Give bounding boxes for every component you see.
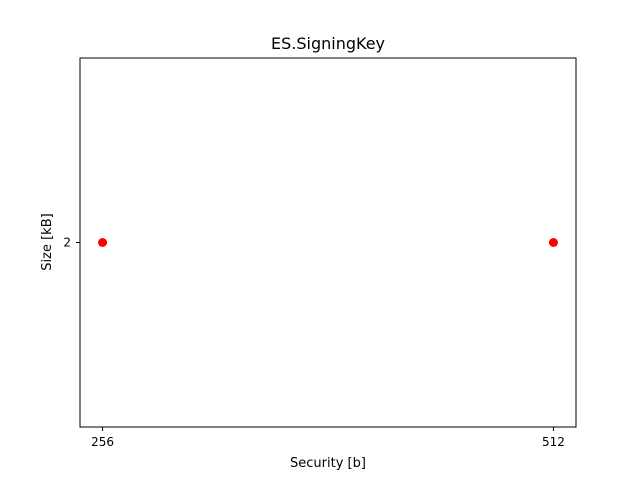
chart-title: ES.SigningKey xyxy=(271,34,385,53)
x-axis-ticks: 256 512 xyxy=(91,427,565,449)
y-tick-label: 2 xyxy=(63,236,71,250)
data-points xyxy=(98,238,558,247)
data-point xyxy=(98,238,108,247)
y-axis-ticks: 2 xyxy=(63,236,80,250)
x-tick-label: 512 xyxy=(542,435,565,449)
data-point xyxy=(548,238,558,247)
x-axis-label: Security [b] xyxy=(290,456,366,471)
y-axis-label: Size [kB] xyxy=(40,213,55,270)
plot-area xyxy=(79,57,577,428)
x-tick-label: 256 xyxy=(91,435,114,449)
